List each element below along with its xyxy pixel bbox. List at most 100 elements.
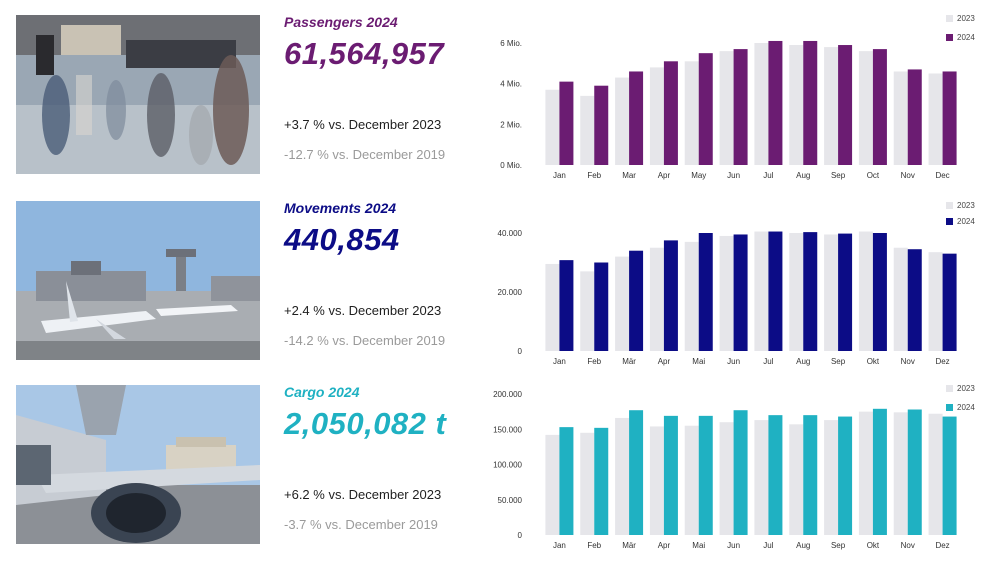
legend-label: 2024 — [957, 217, 975, 226]
x-tick-label: Mär — [622, 541, 636, 550]
bar-2023 — [684, 241, 699, 351]
cargo-bar-chart: 0 50.000 100.000 150.000 200.000 Jan Feb Mär Apr… — [493, 384, 975, 550]
legend-swatch — [946, 34, 953, 41]
bar-2024 — [803, 232, 818, 351]
bar-2023 — [789, 424, 804, 535]
movements-chart: 0 20.000 40.000 Jan Feb Mär Apr Mai Jun Jul Aug Sep… — [490, 196, 990, 371]
bar-2023 — [928, 73, 943, 165]
passengers-chart: 0 Mio. 2 Mio. 4 Mio. 6 Mio. Jan Feb Mar Apr May J… — [490, 10, 990, 185]
x-tick-label: Dec — [935, 171, 949, 180]
bar-2023 — [684, 425, 699, 535]
bar-2023 — [580, 271, 595, 351]
bar-2024 — [698, 233, 713, 351]
x-tick-label: Feb — [587, 171, 601, 180]
movements-vs-2023: +2.4 % vs. December 2023 — [284, 303, 442, 318]
cargo-panel: Cargo 2024 2,050,082 t +6.2 % vs. Decemb… — [0, 380, 1000, 550]
bar-2023 — [858, 411, 873, 535]
bar-2024 — [559, 81, 574, 165]
y-tick-label: 0 — [518, 347, 523, 356]
x-tick-label: Aug — [796, 541, 810, 550]
bar-2024 — [698, 415, 713, 535]
movements-value: 440,854 — [284, 222, 400, 257]
bar-2024 — [559, 427, 574, 535]
bar-2024 — [663, 61, 678, 165]
y-tick-label: 50.000 — [498, 496, 523, 505]
bar-2023 — [754, 43, 769, 165]
bar-2024 — [698, 53, 713, 165]
bar-2024 — [733, 49, 748, 165]
legend-swatch — [946, 15, 953, 22]
bar-2023 — [545, 263, 560, 351]
aircraft-apron-photo — [16, 201, 260, 360]
legend-label: 2023 — [957, 201, 975, 210]
legend-swatch — [946, 404, 953, 411]
passengers-vs-2019: -12.7 % vs. December 2019 — [284, 147, 446, 162]
y-tick-label: 100.000 — [493, 461, 522, 470]
bar-2024 — [663, 240, 678, 351]
legend-label: 2023 — [957, 384, 975, 393]
cargo-vs-2019: -3.7 % vs. December 2019 — [284, 517, 438, 532]
x-tick-label: Jan — [553, 541, 566, 550]
movements-title: Movements 2024 — [284, 200, 397, 216]
y-tick-label: 0 Mio. — [500, 161, 522, 170]
passengers-panel: Passengers 2024 61,564,957 +3.7 % vs. De… — [0, 10, 1000, 180]
bar-2024 — [907, 409, 922, 535]
x-tick-label: Jul — [763, 171, 773, 180]
bar-2024 — [838, 416, 853, 535]
bar-2023 — [858, 231, 873, 351]
x-tick-label: Mär — [622, 357, 636, 366]
bar-2024 — [907, 69, 922, 165]
bar-2023 — [615, 256, 630, 351]
bar-2023 — [858, 51, 873, 166]
bar-2024 — [942, 253, 957, 351]
cargo-aircraft-photo — [16, 385, 260, 544]
legend-swatch — [946, 385, 953, 392]
x-tick-label: Jul — [763, 357, 773, 366]
bar-2024 — [768, 40, 783, 165]
bar-2024 — [872, 233, 887, 351]
y-tick-label: 6 Mio. — [500, 39, 522, 48]
bar-2024 — [942, 416, 957, 535]
cargo-title: Cargo 2024 — [284, 384, 360, 400]
bar-2023 — [824, 47, 839, 165]
bar-2023 — [893, 412, 908, 535]
bar-2023 — [754, 420, 769, 535]
x-tick-label: Okt — [867, 541, 880, 550]
bar-2023 — [545, 434, 560, 535]
x-tick-label: Okt — [867, 357, 880, 366]
bar-2024 — [838, 233, 853, 351]
bar-2024 — [629, 250, 644, 351]
x-tick-label: Jan — [553, 171, 566, 180]
x-tick-label: Aug — [796, 357, 810, 366]
x-tick-label: Nov — [901, 357, 915, 366]
x-tick-label: Oct — [867, 171, 880, 180]
x-tick-label: Sep — [831, 171, 846, 180]
bar-2023 — [719, 422, 734, 535]
bar-2024 — [733, 234, 748, 351]
x-tick-label: Mar — [622, 171, 636, 180]
x-tick-label: Feb — [587, 357, 601, 366]
bar-2023 — [545, 89, 560, 165]
cargo-vs-2023: +6.2 % vs. December 2023 — [284, 487, 442, 502]
x-tick-label: Mai — [692, 357, 705, 366]
bar-2023 — [649, 247, 664, 351]
x-tick-label: Mai — [692, 541, 705, 550]
y-tick-label: 0 — [518, 531, 523, 540]
bar-2024 — [838, 45, 853, 165]
bar-2024 — [594, 85, 609, 165]
bar-2023 — [928, 413, 943, 535]
y-tick-label: 4 Mio. — [500, 80, 522, 89]
y-tick-label: 150.000 — [493, 425, 522, 434]
bar-2024 — [872, 408, 887, 535]
movements-bar-chart: 0 20.000 40.000 Jan Feb Mär Apr Mai Jun Jul Aug Sep… — [498, 201, 976, 366]
x-tick-label: Apr — [658, 171, 671, 180]
cargo-chart: 0 50.000 100.000 150.000 200.000 Jan Feb Mär Apr… — [490, 380, 990, 555]
y-tick-label: 40.000 — [498, 229, 523, 238]
bar-2024 — [768, 231, 783, 351]
bar-2023 — [649, 67, 664, 165]
x-tick-label: May — [691, 171, 706, 180]
bar-2024 — [629, 71, 644, 165]
movements-vs-2019: -14.2 % vs. December 2019 — [284, 333, 446, 348]
bar-2023 — [615, 77, 630, 165]
x-tick-label: Jul — [763, 541, 773, 550]
